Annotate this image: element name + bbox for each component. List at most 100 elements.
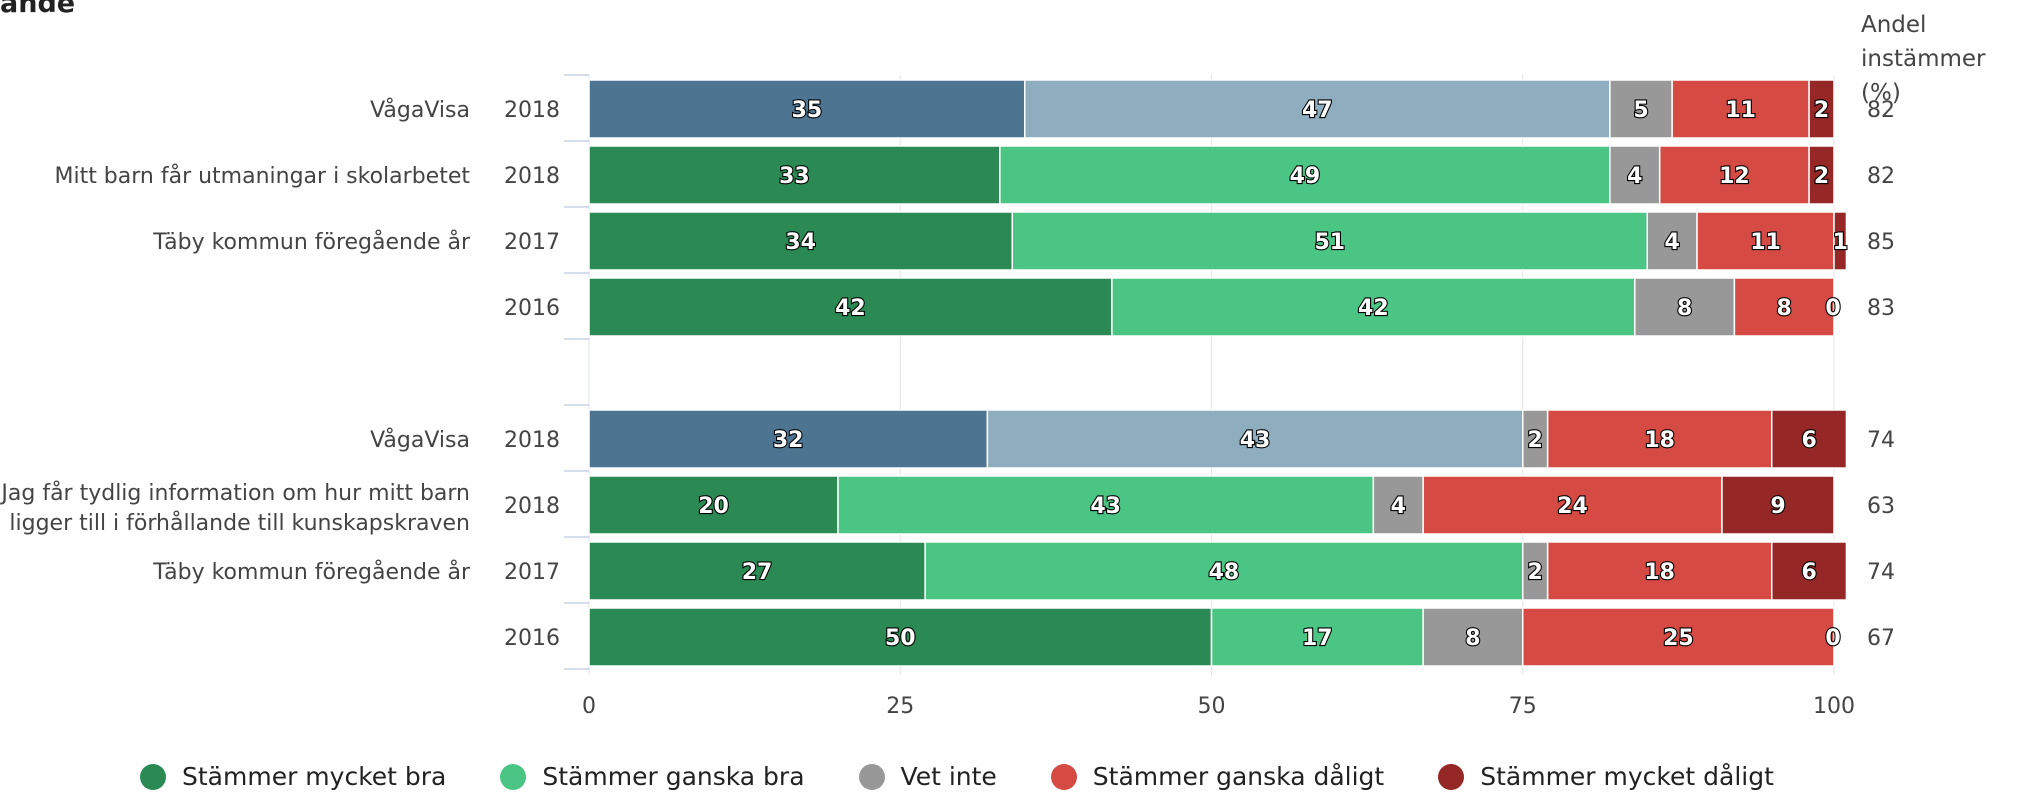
bar-segment-g0-r0-s0: [588, 79, 1026, 139]
legend-item-vet-inte[interactable]: Vet inte: [858, 762, 997, 791]
bar-segment-g0-r1-s0: [588, 145, 1001, 205]
data-label-g0-r0-s3: 11: [1725, 98, 1756, 123]
data-label-g0-r3-s1: 42: [1358, 296, 1389, 321]
data-label-g0-r1-s4: 2: [1814, 164, 1829, 189]
data-label-g1-r0-s1: 43: [1240, 428, 1271, 453]
row-year-g1-r1: 2018: [504, 494, 560, 519]
bar-segment-g0-r2-s0: [588, 211, 1014, 271]
bar-segment-g1-r3-s2: [1422, 607, 1524, 667]
data-label-g0-r2-s4: 1: [1833, 230, 1848, 255]
bar-segment-g1-r2-s0: [588, 541, 926, 601]
data-label-g0-r2-s0: 34: [785, 230, 816, 255]
bar-segment-g0-r0-s3: [1671, 79, 1810, 139]
chart-title: ande: [0, 0, 76, 19]
data-label-g0-r1-s2: 4: [1627, 164, 1642, 189]
bar-segment-g0-r1-s4: [1808, 145, 1835, 205]
data-label-g0-r3-s3: 8: [1777, 296, 1792, 321]
share-header-line-2: instämmer (%): [1861, 46, 1986, 106]
bar-segment-g1-r0-s3: [1546, 409, 1773, 469]
data-label-g0-r3-s4: 0: [1825, 296, 1840, 321]
legend-dot-mycket-daligt: [1438, 763, 1465, 790]
data-label-g1-r1-s1: 43: [1090, 494, 1121, 519]
data-label-g1-r3-s0: 50: [885, 626, 916, 651]
bar-segment-g1-r0-s2: [1522, 409, 1549, 469]
share-value-g0-r1: 82: [1867, 164, 1895, 189]
x-tick-label-25: 25: [886, 694, 914, 719]
legend-dot-ganska-bra: [500, 763, 527, 790]
data-label-g1-r3-s1: 17: [1302, 626, 1333, 651]
bar-segment-g1-r1-s1: [837, 475, 1375, 535]
bar-segment-g0-r3-s0: [588, 277, 1113, 337]
row-label-g1-r2: Täby kommun föregående år: [152, 559, 471, 585]
data-label-g1-r2-s3: 18: [1644, 560, 1675, 585]
row-year-g1-r2: 2017: [504, 560, 560, 585]
data-label-g1-r2-s0: 27: [742, 560, 773, 585]
bar-segment-g0-r0-s1: [1024, 79, 1611, 139]
data-label-g1-r0-s2: 2: [1528, 428, 1543, 453]
share-value-g1-r1: 63: [1867, 494, 1895, 519]
bar-segment-g0-r2-s1: [1011, 211, 1648, 271]
legend-item-mycket-daligt[interactable]: Stämmer mycket dåligt: [1438, 762, 1774, 791]
question-label-g1-line-1: ligger till i förhållande till kunskapsk…: [9, 510, 470, 536]
legend-label-mycket-daligt: Stämmer mycket dåligt: [1480, 762, 1774, 791]
row-year-g0-r3: 2016: [504, 296, 560, 321]
data-label-g0-r1-s1: 49: [1290, 164, 1321, 189]
data-label-g1-r1-s2: 4: [1391, 494, 1406, 519]
data-label-g0-r2-s1: 51: [1314, 230, 1345, 255]
data-label-g0-r2-s3: 11: [1750, 230, 1781, 255]
data-label-g1-r1-s3: 24: [1557, 494, 1588, 519]
share-header: Andel instämmer (%): [1861, 8, 2029, 110]
legend-item-ganska-daligt[interactable]: Stämmer ganska dåligt: [1050, 762, 1384, 791]
row-label-g0-r2: Täby kommun föregående år: [152, 229, 471, 255]
data-label-g1-r3-s2: 8: [1465, 626, 1480, 651]
bar-segment-g1-r3-s3: [1522, 607, 1835, 667]
legend-item-ganska-bra[interactable]: Stämmer ganska bra: [500, 762, 805, 791]
row-year-g1-r0: 2018: [504, 428, 560, 453]
bar-segment-g1-r3-s0: [588, 607, 1213, 667]
data-label-g1-r0-s4: 6: [1801, 428, 1816, 453]
x-tick-label-0: 0: [582, 694, 596, 719]
x-tick-label-50: 50: [1198, 694, 1226, 719]
bar-segment-g0-r3-s1: [1111, 277, 1636, 337]
data-label-g0-r1-s0: 33: [779, 164, 810, 189]
legend-dot-mycket-bra: [140, 763, 166, 790]
legend: Stämmer mycket bra Stämmer ganska bra Ve…: [140, 762, 1828, 791]
bar-segment-g1-r2-s3: [1546, 541, 1773, 601]
data-label-g1-r0-s0: 32: [773, 428, 804, 453]
share-value-g1-r3: 67: [1867, 626, 1895, 651]
bar-segment-g1-r1-s0: [588, 475, 839, 535]
bar-segment-g0-r2-s4: [1833, 211, 1848, 271]
data-label-g0-r3-s0: 42: [835, 296, 866, 321]
bar-segment-g1-r1-s3: [1422, 475, 1723, 535]
bar-segment-g0-r3-s2: [1634, 277, 1736, 337]
row-year-g0-r0: 2018: [504, 98, 560, 123]
data-label-g0-r1-s3: 12: [1719, 164, 1750, 189]
bar-segment-g1-r3-s1: [1210, 607, 1424, 667]
data-label-g0-r0-s0: 35: [792, 98, 823, 123]
data-label-g0-r3-s2: 8: [1677, 296, 1692, 321]
bar-segment-g0-r2-s2: [1646, 211, 1698, 271]
data-label-g1-r3-s3: 25: [1663, 626, 1694, 651]
bar-segment-g0-r1-s2: [1609, 145, 1661, 205]
question-label-g1-line-0: Jag får tydlig information om hur mitt b…: [0, 480, 470, 506]
share-value-g0-r3: 83: [1867, 296, 1895, 321]
x-tick-label-75: 75: [1509, 694, 1537, 719]
share-value-g0-r0: 82: [1867, 98, 1895, 123]
bar-segment-g1-r1-s4: [1721, 475, 1835, 535]
data-label-g1-r2-s4: 6: [1801, 560, 1816, 585]
legend-dot-ganska-daligt: [1050, 763, 1077, 790]
row-year-g0-r1: 2018: [504, 164, 560, 189]
bar-segment-g1-r2-s1: [924, 541, 1524, 601]
bar-segment-g0-r0-s4: [1808, 79, 1835, 139]
bar-segment-g1-r0-s0: [588, 409, 989, 469]
bar-segment-g1-r1-s2: [1372, 475, 1424, 535]
data-label-g1-r2-s1: 48: [1209, 560, 1240, 585]
bar-segment-g1-r0-s4: [1771, 409, 1848, 469]
legend-item-mycket-bra[interactable]: Stämmer mycket bra: [140, 762, 446, 791]
bar-segment-g0-r2-s3: [1696, 211, 1835, 271]
legend-dot-vet-inte: [858, 763, 885, 790]
legend-label-vet-inte: Vet inte: [900, 762, 997, 791]
x-tick-label-100: 100: [1813, 694, 1855, 719]
data-label-g1-r3-s4: 0: [1825, 626, 1840, 651]
